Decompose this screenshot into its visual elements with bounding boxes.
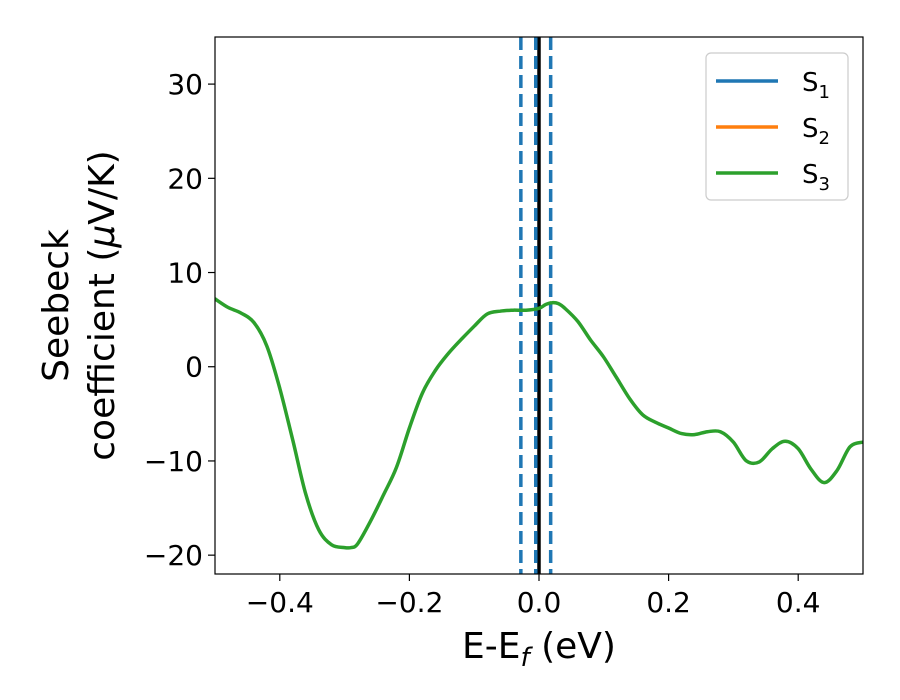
legend: S1 S2 S3 — [705, 52, 849, 201]
y-tick-label: 20 — [167, 162, 203, 195]
series-line-s3 — [215, 297, 863, 550]
y-tick-label: −10 — [144, 445, 203, 478]
y-axis-label-line1: Seebeck — [36, 229, 77, 382]
y-axis-label-line2-prefix: coefficient ( — [82, 248, 123, 461]
y-axis-label: Seebeck coefficient (μV/K) — [36, 150, 123, 460]
legend-label-s3: S3 — [802, 160, 830, 195]
y-axis-ticks: −20 −10 0 10 20 30 — [144, 68, 215, 572]
x-tick-label: 0.4 — [776, 586, 821, 619]
x-tick-label: −0.2 — [375, 586, 443, 619]
legend-label-s1: S1 — [802, 68, 830, 103]
x-axis-label: E-Ef (eV) — [462, 626, 616, 673]
x-axis-ticks: −0.4 −0.2 0.0 0.2 0.4 — [246, 574, 821, 619]
vertical-lines — [519, 37, 553, 574]
x-tick-label: 0.2 — [646, 586, 691, 619]
y-axis-label-line2: coefficient (μV/K) — [82, 150, 123, 460]
y-tick-label: 30 — [167, 68, 203, 101]
x-axis-label-suffix: (eV) — [530, 626, 616, 667]
x-axis-label-base: E-E — [462, 626, 520, 667]
x-tick-label: −0.4 — [246, 586, 314, 619]
x-tick-label: 0.0 — [517, 586, 562, 619]
y-tick-label: 10 — [167, 257, 203, 290]
legend-label-s2: S2 — [802, 114, 830, 149]
series-layer — [215, 297, 863, 550]
y-axis-label-line2-suffix: V/K) — [82, 150, 123, 224]
y-tick-label: 0 — [185, 351, 203, 384]
y-axis-label-mu: μ — [82, 225, 123, 249]
y-tick-label: −20 — [144, 539, 203, 572]
